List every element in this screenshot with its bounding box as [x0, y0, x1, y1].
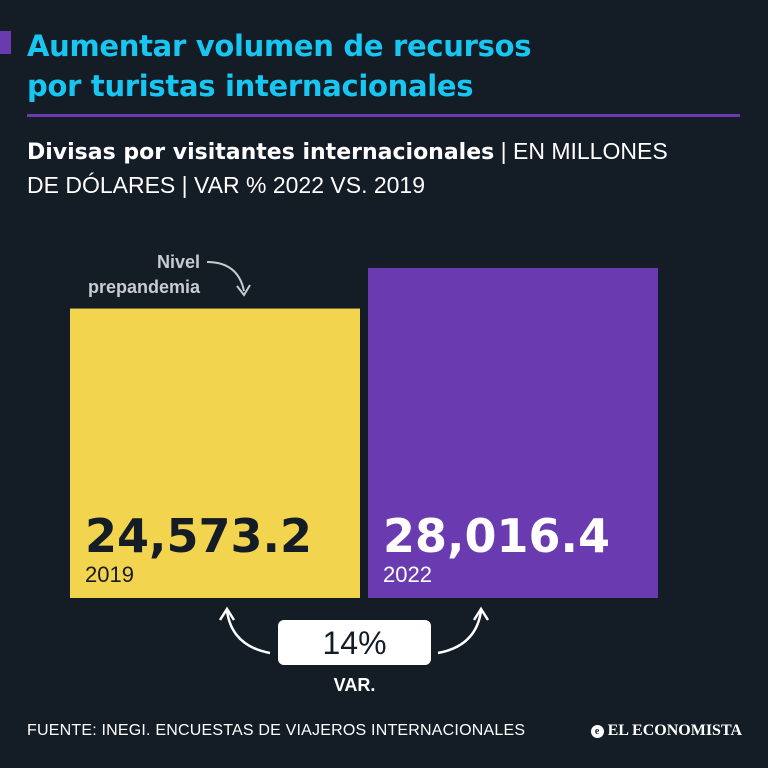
chart-subtitle: Divisas por visitantes internacionales |… — [27, 135, 747, 201]
annotation-line-1: Nivel — [157, 252, 200, 272]
variation-arrowhead-right — [472, 606, 490, 621]
accent-block — [0, 31, 11, 54]
subtitle-variation-note: DE DÓLARES | VAR % 2022 VS. 2019 — [27, 172, 426, 198]
logo-text: EL ECONOMISTA — [607, 722, 742, 739]
annotation-line-2: prepandemia — [88, 277, 201, 297]
subtitle-strong: Divisas por visitantes internacionales — [27, 140, 495, 165]
variation-arrowhead-left — [218, 606, 236, 621]
logo-icon: e — [590, 724, 604, 738]
headline-divider — [27, 114, 740, 117]
category-label-2019: 2019 — [85, 562, 134, 587]
bar-2019 — [70, 308, 360, 598]
variation-value: 14% — [322, 625, 386, 661]
source-note: FUENTE: INEGI. ENCUESTAS DE VIAJEROS INT… — [27, 722, 526, 739]
value-label-2019: 24,573.2 — [85, 509, 312, 563]
value-label-2022: 28,016.4 — [383, 509, 610, 563]
subtitle-units: | EN MILLONES — [494, 138, 668, 164]
logo: e EL ECONOMISTA — [590, 722, 742, 740]
variation-arrow-left — [225, 610, 271, 655]
headline-line-1: Aumentar volumen de recursos — [27, 29, 532, 63]
variation-arrow-right — [437, 610, 483, 655]
category-label-2022: 2022 — [383, 562, 432, 587]
variation-label: VAR. — [334, 675, 376, 695]
headline-line-2: por turistas internacionales — [27, 69, 474, 103]
bar-2022 — [368, 268, 658, 598]
annotation-arrow — [206, 261, 245, 292]
variation-badge — [278, 620, 431, 665]
headline: Aumentar volumen de recursos por turista… — [27, 26, 747, 106]
annotation-arrowhead — [236, 284, 251, 297]
